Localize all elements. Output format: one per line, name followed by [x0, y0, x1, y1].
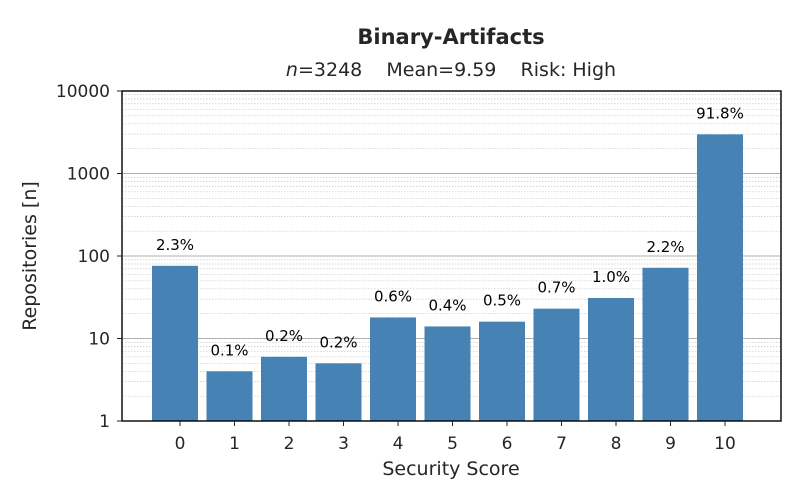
chart-subtitle: n=3248 Mean=9.59 Risk: High	[286, 59, 616, 81]
y-tick-label: 10000	[56, 82, 110, 102]
bar-score-9	[642, 267, 689, 421]
bar-value-label: 1.0%	[592, 268, 630, 286]
x-tick-label: 3	[338, 434, 349, 454]
bar-score-3	[315, 363, 362, 421]
y-axis-label: Repositories [n]	[19, 181, 41, 331]
bar-value-label: 2.3%	[156, 236, 194, 254]
bar-score-5	[424, 326, 471, 421]
y-tick-label: 1000	[67, 165, 110, 185]
bar-score-1	[206, 371, 253, 421]
subtitle-n-symbol: n	[286, 59, 298, 81]
bar-value-label: 0.6%	[374, 287, 412, 305]
chart-title: Binary-Artifacts	[357, 25, 544, 49]
bar-value-label: 0.4%	[428, 296, 466, 314]
bar-score-2	[261, 356, 307, 421]
x-tick-label: 10	[714, 434, 736, 454]
x-tick-label: 7	[556, 434, 567, 454]
bar-labels: 2.3% 0.1% 0.2% 0.2% 0.6% 0.4% 0.5% 0.7% 1.0% 2.2%…	[156, 104, 744, 359]
bar-score-0	[152, 265, 198, 421]
bar-value-label: 0.5%	[483, 292, 521, 310]
bar-score-4	[370, 317, 416, 421]
x-tick-label: 1	[229, 434, 240, 454]
bar-value-label: 0.2%	[319, 333, 357, 351]
x-tick-label: 4	[393, 434, 404, 454]
bar-value-label: 91.8%	[696, 104, 744, 122]
x-tick-label: 5	[447, 434, 458, 454]
y-tick-label: 1	[99, 412, 110, 432]
x-tick-label: 6	[502, 434, 513, 454]
bar-value-label: 0.7%	[537, 279, 575, 297]
bar-score-7	[533, 308, 580, 421]
x-tick-label: 9	[665, 434, 676, 454]
y-tick-label: 100	[78, 247, 110, 267]
x-axis-label: Security Score	[382, 458, 519, 480]
bar-score-8	[588, 297, 634, 421]
x-tick-label: 2	[284, 434, 295, 454]
bar-value-label: 0.1%	[210, 341, 248, 359]
subtitle-stats: Mean=9.59 Risk: High	[362, 59, 616, 81]
bar-score-6	[479, 321, 525, 421]
bar-score-10	[697, 134, 743, 421]
x-tick-label: 8	[611, 434, 622, 454]
bar-value-label: 2.2%	[646, 238, 684, 256]
y-ticks: 1 10 100 1000 10000	[56, 82, 122, 432]
subtitle-n-value: =3248	[298, 59, 362, 81]
y-tick-label: 10	[88, 330, 110, 350]
x-tick-label: 0	[175, 434, 186, 454]
bar-value-label: 0.2%	[265, 327, 303, 345]
x-ticks: 0 1 2 3 4 5 6 7 8 9 10	[175, 421, 736, 454]
bars	[152, 134, 743, 421]
